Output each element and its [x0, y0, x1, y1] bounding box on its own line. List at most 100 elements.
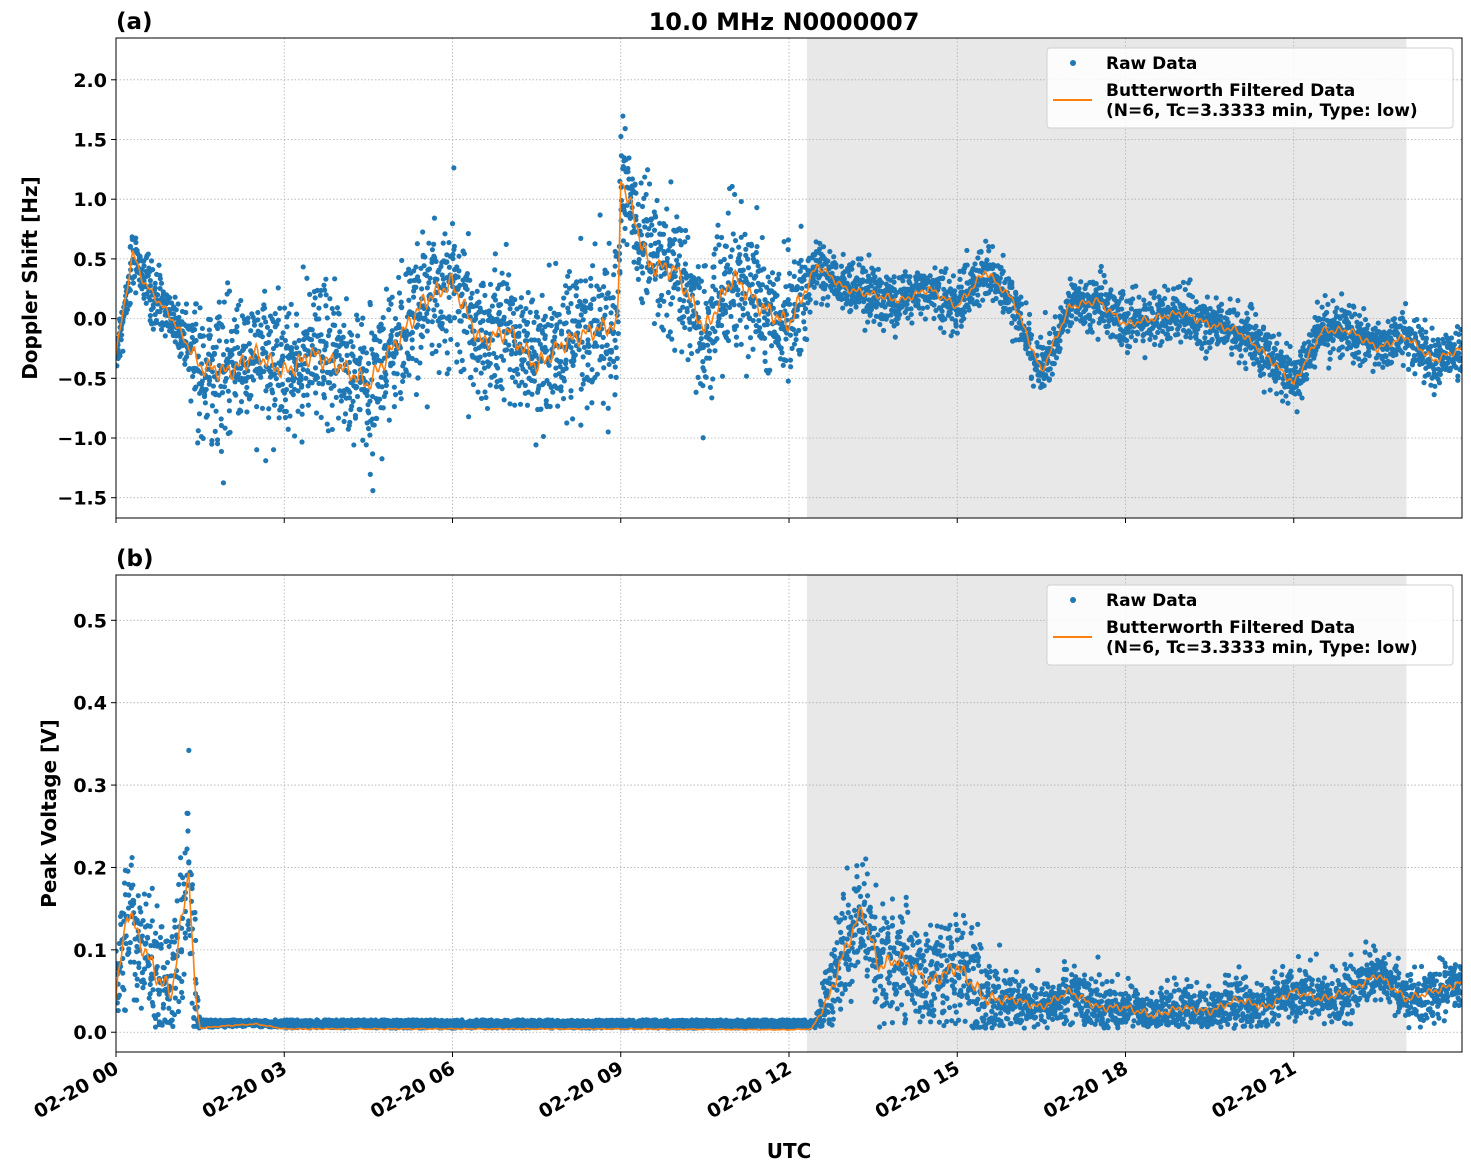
raw-data-point	[1125, 350, 1130, 355]
raw-data-point	[493, 251, 498, 256]
raw-data-point	[126, 946, 131, 951]
raw-data-point	[803, 306, 808, 311]
raw-data-point	[146, 893, 151, 898]
raw-data-point	[1226, 320, 1231, 325]
raw-data-point	[779, 350, 784, 355]
raw-data-point	[1280, 398, 1285, 403]
raw-data-point	[715, 223, 720, 228]
raw-data-point	[1009, 285, 1014, 290]
raw-data-point	[825, 303, 830, 308]
raw-data-point	[1057, 338, 1062, 343]
raw-data-point	[132, 960, 137, 965]
raw-data-point	[313, 390, 318, 395]
raw-data-point	[1400, 310, 1405, 315]
raw-data-point	[208, 333, 213, 338]
raw-data-point	[825, 294, 830, 299]
raw-data-point	[840, 305, 845, 310]
raw-data-point	[722, 257, 727, 262]
raw-data-point	[601, 356, 606, 361]
raw-data-point	[700, 383, 705, 388]
raw-data-point	[564, 320, 569, 325]
raw-data-point	[180, 875, 185, 880]
legend-entry: (N=6, Tc=3.3333 min, Type: low)	[1106, 101, 1418, 121]
raw-data-point	[595, 318, 600, 323]
raw-data-point	[141, 918, 146, 923]
raw-data-point	[1312, 364, 1317, 369]
raw-data-point	[125, 869, 130, 874]
raw-data-point	[160, 1023, 165, 1028]
raw-data-point	[741, 268, 746, 273]
raw-data-point	[1445, 360, 1450, 365]
raw-data-point	[497, 310, 502, 315]
raw-data-point	[588, 276, 593, 281]
raw-data-point	[248, 393, 253, 398]
raw-data-point	[588, 306, 593, 311]
raw-data-point	[578, 423, 583, 428]
raw-data-point	[483, 395, 488, 400]
raw-data-point	[519, 295, 524, 300]
raw-data-point	[433, 349, 438, 354]
raw-data-point	[606, 429, 611, 434]
raw-data-point	[368, 472, 373, 477]
raw-data-point	[849, 267, 854, 272]
raw-data-point	[673, 274, 678, 279]
raw-data-point	[211, 383, 216, 388]
raw-data-point	[273, 311, 278, 316]
raw-data-point	[589, 367, 594, 372]
raw-data-point	[133, 240, 138, 245]
raw-data-point	[727, 305, 732, 310]
raw-data-point	[515, 372, 520, 377]
raw-data-point	[262, 305, 267, 310]
raw-data-point	[426, 280, 431, 285]
raw-data-point	[1188, 330, 1193, 335]
raw-data-point	[558, 359, 563, 364]
raw-data-point	[268, 382, 273, 387]
raw-data-point	[749, 243, 754, 248]
raw-data-point	[464, 330, 469, 335]
raw-data-point	[349, 404, 354, 409]
raw-data-point	[129, 863, 134, 868]
raw-data-point	[1124, 338, 1129, 343]
raw-data-point	[1274, 391, 1279, 396]
raw-data-point	[1204, 349, 1209, 354]
raw-data-point	[381, 315, 386, 320]
raw-data-point	[543, 314, 548, 319]
raw-data-point	[561, 295, 566, 300]
raw-data-point	[399, 299, 404, 304]
raw-data-point	[523, 369, 528, 374]
raw-data-point	[1262, 389, 1267, 394]
raw-data-point	[932, 265, 937, 270]
raw-data-point	[133, 290, 138, 295]
raw-data-point	[753, 312, 758, 317]
raw-data-point	[1078, 279, 1083, 284]
raw-data-point	[192, 309, 197, 314]
raw-data-point	[203, 400, 208, 405]
raw-data-point	[1432, 384, 1437, 389]
raw-data-point	[272, 403, 277, 408]
raw-data-point	[488, 282, 493, 287]
raw-data-point	[410, 330, 415, 335]
raw-data-point	[655, 312, 660, 317]
raw-data-point	[1346, 340, 1351, 345]
raw-data-point	[795, 284, 800, 289]
raw-data-point	[399, 305, 404, 310]
raw-data-point	[255, 310, 260, 315]
raw-data-point	[565, 274, 570, 279]
raw-data-point	[659, 293, 664, 298]
raw-data-point	[632, 183, 637, 188]
raw-data-point	[153, 281, 158, 286]
raw-data-point	[425, 404, 430, 409]
raw-data-point	[400, 379, 405, 384]
raw-data-point	[350, 399, 355, 404]
raw-data-point	[1198, 323, 1203, 328]
raw-data-point	[936, 281, 941, 286]
raw-data-point	[359, 322, 364, 327]
raw-data-point	[744, 374, 749, 379]
raw-data-point	[550, 390, 555, 395]
raw-data-point	[410, 345, 415, 350]
raw-data-point	[739, 199, 744, 204]
raw-data-point	[964, 248, 969, 253]
raw-data-point	[148, 313, 153, 318]
raw-data-point	[330, 403, 335, 408]
raw-data-point	[716, 316, 721, 321]
